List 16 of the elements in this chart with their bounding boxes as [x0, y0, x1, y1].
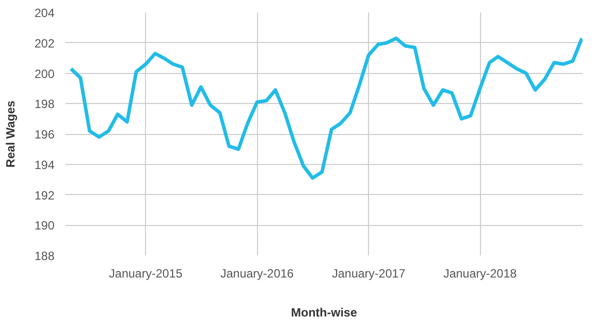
x-tick-label: January-2016: [220, 266, 294, 280]
y-tick-label: 188: [34, 249, 55, 263]
x-tick-label: January-2015: [109, 266, 183, 280]
y-tick-label: 196: [34, 128, 55, 142]
y-tick-label: 202: [34, 36, 55, 50]
y-tick-label: 204: [34, 6, 55, 20]
y-tick-label: 192: [34, 188, 55, 202]
x-tick-label: January-2018: [443, 266, 518, 280]
y-tick-label: 198: [34, 97, 55, 112]
y-tick-label: 190: [34, 218, 55, 233]
x-axis-title: Month-wise: [291, 306, 358, 320]
y-tick-label: 200: [34, 66, 55, 81]
y-tick-label: 194: [34, 158, 55, 172]
line-series: [69, 36, 582, 180]
x-tick-label: January-2017: [332, 266, 406, 280]
y-axis-title: Real Wages: [3, 100, 18, 168]
